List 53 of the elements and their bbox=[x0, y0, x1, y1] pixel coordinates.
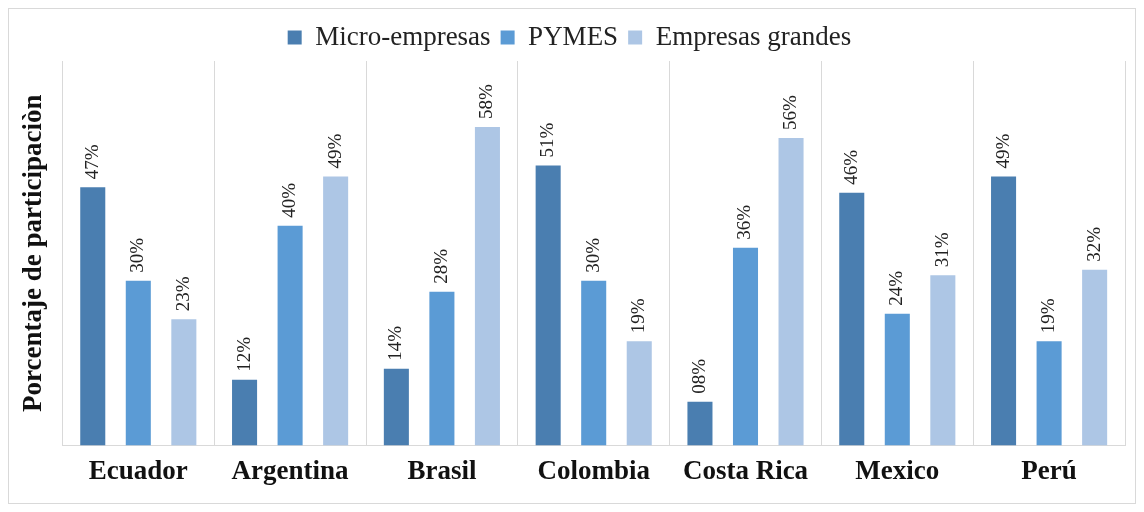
data-label: 19% bbox=[627, 298, 649, 334]
data-label: 36% bbox=[733, 204, 755, 240]
data-label: 19% bbox=[1037, 298, 1059, 334]
bar bbox=[626, 341, 652, 446]
bar bbox=[581, 280, 607, 446]
bar bbox=[991, 176, 1017, 446]
data-label: 31% bbox=[930, 232, 952, 268]
bar bbox=[171, 319, 197, 446]
data-label: 49% bbox=[991, 133, 1013, 169]
bar bbox=[323, 176, 349, 446]
x-tick-label: Costa Rica bbox=[682, 454, 809, 485]
bar bbox=[125, 280, 151, 446]
bar bbox=[277, 225, 303, 446]
x-tick-label: Perú bbox=[1021, 454, 1077, 485]
bar bbox=[535, 165, 561, 446]
data-label: 32% bbox=[1082, 226, 1104, 262]
data-label: 51% bbox=[536, 122, 558, 158]
bar bbox=[778, 137, 804, 446]
x-tick-label: Brasil bbox=[407, 454, 477, 485]
data-label: 12% bbox=[232, 336, 254, 372]
bar bbox=[732, 247, 759, 446]
x-tick-label: Ecuador bbox=[88, 454, 188, 485]
data-label: 14% bbox=[384, 325, 406, 361]
legend-label: Empresas grandes bbox=[655, 20, 852, 51]
data-label: 30% bbox=[581, 237, 603, 273]
bar bbox=[839, 192, 865, 446]
legend-label: PYMES bbox=[528, 20, 619, 51]
y-axis-title: Porcentaje de participaciòn bbox=[17, 94, 48, 413]
bar bbox=[383, 368, 409, 446]
data-label: 56% bbox=[779, 94, 801, 130]
bar bbox=[429, 291, 455, 446]
x-tick-label: Mexico bbox=[855, 454, 940, 485]
bar bbox=[1036, 341, 1062, 446]
bar bbox=[232, 379, 258, 446]
data-label: 08% bbox=[687, 358, 709, 394]
data-label: 24% bbox=[885, 270, 907, 306]
data-label: 49% bbox=[323, 133, 345, 169]
bar bbox=[884, 313, 910, 446]
data-label: 46% bbox=[839, 149, 861, 185]
bar bbox=[474, 126, 500, 446]
bar bbox=[687, 401, 713, 446]
data-label: 23% bbox=[171, 276, 193, 312]
bar bbox=[1082, 269, 1108, 446]
legend-label: Micro-empresas bbox=[315, 20, 491, 51]
data-label: 58% bbox=[475, 83, 497, 119]
data-label: 40% bbox=[278, 182, 300, 218]
data-label: 30% bbox=[126, 237, 148, 273]
data-label: 47% bbox=[80, 144, 102, 180]
x-tick-label: Colombia bbox=[537, 454, 651, 485]
data-label: 28% bbox=[429, 248, 451, 284]
x-tick-label: Argentina bbox=[231, 454, 350, 485]
bar bbox=[930, 275, 956, 446]
bar bbox=[80, 187, 106, 446]
